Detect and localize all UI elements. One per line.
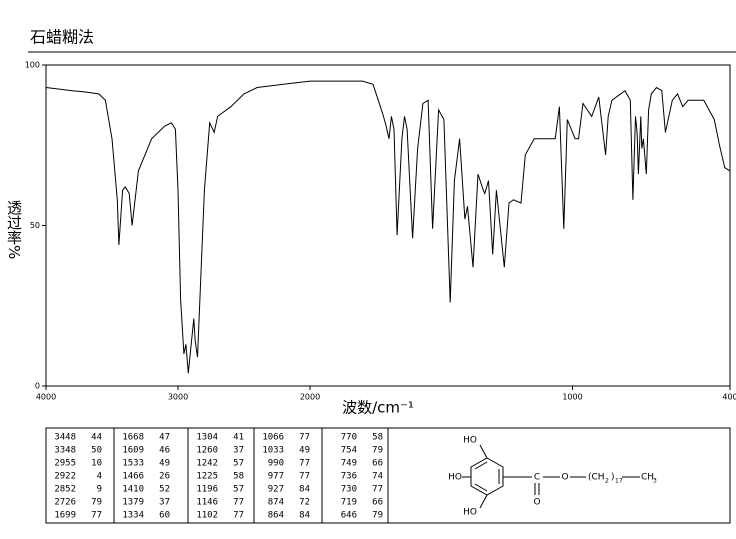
peak-transmittance: 72	[299, 498, 310, 508]
peak-wavenumber: 1410	[122, 485, 144, 495]
peak-transmittance: 57	[233, 459, 244, 469]
peak-wavenumber: 874	[268, 498, 284, 508]
peak-transmittance: 10	[91, 459, 102, 469]
peak-wavenumber: 864	[268, 511, 284, 521]
peak-wavenumber: 736	[341, 472, 357, 482]
peak-transmittance: 84	[299, 485, 310, 495]
peak-transmittance: 66	[372, 498, 383, 508]
peak-transmittance: 58	[233, 472, 244, 482]
peak-transmittance: 50	[91, 446, 102, 456]
peak-wavenumber: 1533	[122, 459, 144, 469]
spectrum	[45, 80, 731, 374]
peak-transmittance: 41	[233, 433, 244, 443]
peak-wavenumber: 1260	[196, 446, 218, 456]
peak-wavenumber: 927	[268, 485, 284, 495]
peak-wavenumber: 1146	[196, 498, 218, 508]
peak-wavenumber: 1609	[122, 446, 144, 456]
peak-transmittance: 77	[299, 459, 310, 469]
peak-transmittance: 57	[233, 485, 244, 495]
x-tick-label: 1000	[562, 393, 582, 402]
peak-wavenumber: 1668	[122, 433, 144, 443]
peak-wavenumber: 1466	[122, 472, 144, 482]
structure-label: (CH	[588, 473, 605, 483]
peak-transmittance: 46	[159, 446, 170, 456]
peak-wavenumber: 646	[341, 511, 357, 521]
peak-transmittance: 52	[159, 485, 170, 495]
peak-wavenumber: 1379	[122, 498, 144, 508]
structure-bonds	[462, 444, 640, 509]
peak-transmittance: 49	[299, 446, 310, 456]
peak-wavenumber: 770	[341, 433, 357, 443]
peak-wavenumber: 1699	[54, 511, 76, 521]
x-tick-label: 3000	[168, 393, 188, 402]
structure-label: O	[533, 498, 540, 508]
structure-label: O	[561, 473, 568, 483]
peak-wavenumber: 1066	[262, 433, 284, 443]
peak-wavenumber: 977	[268, 472, 284, 482]
peak-transmittance: 77	[233, 511, 244, 521]
peak-wavenumber: 1196	[196, 485, 218, 495]
peak-transmittance: 79	[91, 498, 102, 508]
y-tick-label: 0	[35, 382, 40, 391]
table-dividers	[113, 428, 389, 523]
peak-wavenumber: 3348	[54, 446, 76, 456]
peak-transmittance: 77	[299, 472, 310, 482]
peak-transmittance: 79	[372, 446, 383, 456]
x-tick-label: 400	[722, 393, 736, 402]
peak-transmittance: 84	[299, 511, 310, 521]
structure-label: HO	[463, 508, 477, 518]
peak-wavenumber: 2852	[54, 485, 76, 495]
peak-wavenumber: 1242	[196, 459, 218, 469]
peak-wavenumber: 990	[268, 459, 284, 469]
structure-label: 17	[615, 478, 623, 485]
peak-transmittance: 74	[372, 472, 383, 482]
peak-wavenumber: 1033	[262, 446, 284, 456]
peak-wavenumber: 719	[341, 498, 357, 508]
peak-transmittance: 37	[159, 498, 170, 508]
peak-transmittance: 60	[159, 511, 170, 521]
x-axis-label: 波数/cm⁻¹	[342, 399, 414, 417]
peak-wavenumber: 1225	[196, 472, 218, 482]
structure-label: )	[611, 473, 615, 483]
structure-label: CH	[641, 473, 654, 483]
peak-wavenumber: 2922	[54, 472, 76, 482]
peak-transmittance: 4	[97, 472, 102, 482]
x-tick-label: 2000	[300, 393, 320, 402]
structure-label: 2	[605, 478, 609, 485]
peak-transmittance: 79	[372, 511, 383, 521]
structure-label: C	[534, 473, 540, 483]
peak-wavenumber: 730	[341, 485, 357, 495]
peak-transmittance: 37	[233, 446, 244, 456]
peak-wavenumber: 1304	[196, 433, 218, 443]
peak-transmittance: 47	[159, 433, 170, 443]
y-tick-label: 100	[25, 61, 40, 70]
peak-transmittance: 49	[159, 459, 170, 469]
structure-label: HO	[463, 436, 477, 446]
peak-wavenumber: 2955	[54, 459, 76, 469]
peak-transmittance: 9	[97, 485, 102, 495]
peak-transmittance: 77	[91, 511, 102, 521]
title: 石蜡糊法	[30, 28, 94, 47]
peak-transmittance: 58	[372, 433, 383, 443]
peak-wavenumber: 754	[341, 446, 357, 456]
peak-wavenumber: 1102	[196, 511, 218, 521]
peak-transmittance: 77	[299, 433, 310, 443]
structure-label: 3	[653, 478, 657, 485]
peak-wavenumber: 749	[341, 459, 357, 469]
plot-frame	[45, 64, 731, 387]
peak-wavenumber: 1334	[122, 511, 144, 521]
peak-wavenumber: 2726	[54, 498, 76, 508]
peak-transmittance: 44	[91, 433, 102, 443]
peak-transmittance: 77	[233, 498, 244, 508]
peak-transmittance: 77	[372, 485, 383, 495]
structure-label: HO	[448, 473, 462, 483]
peak-transmittance: 26	[159, 472, 170, 482]
y-tick-label: 50	[30, 221, 40, 230]
y-axis-label: 透过率%	[5, 200, 23, 259]
peak-wavenumber: 3448	[54, 433, 76, 443]
x-tick-label: 4000	[36, 393, 56, 402]
peak-transmittance: 66	[372, 459, 383, 469]
